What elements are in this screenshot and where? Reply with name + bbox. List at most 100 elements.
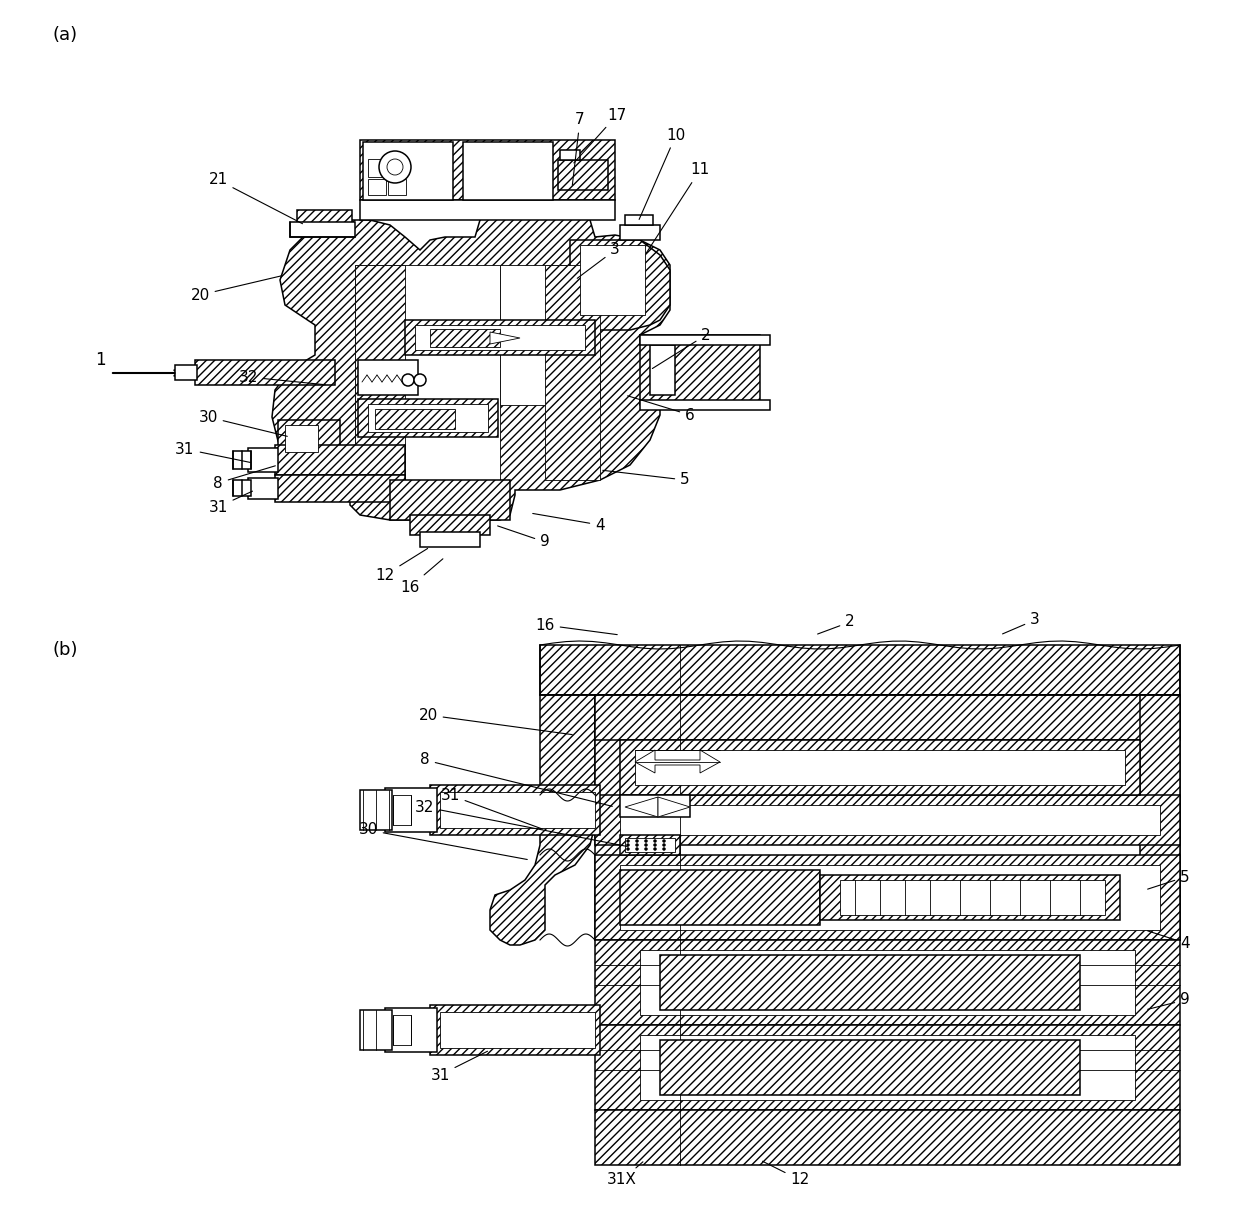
Text: 31: 31	[440, 788, 542, 829]
Bar	[839, 880, 1105, 915]
Bar	[660, 1040, 1080, 1095]
Bar	[275, 445, 405, 475]
Bar	[368, 179, 386, 195]
Bar	[248, 448, 278, 472]
Text: 11: 11	[646, 163, 709, 252]
Circle shape	[379, 151, 410, 183]
Circle shape	[645, 839, 647, 843]
Polygon shape	[285, 425, 317, 452]
Text: 16: 16	[401, 559, 443, 594]
Bar	[290, 222, 355, 236]
Text: 31: 31	[175, 441, 250, 463]
Circle shape	[626, 848, 630, 850]
Circle shape	[653, 839, 656, 843]
Text: 1: 1	[94, 352, 105, 369]
Text: 3: 3	[1003, 612, 1040, 633]
Bar	[275, 475, 405, 502]
Bar	[360, 200, 615, 220]
Text: 6: 6	[627, 396, 694, 423]
Bar	[391, 480, 510, 519]
Text: 21: 21	[208, 173, 303, 224]
Circle shape	[653, 848, 656, 850]
Bar	[355, 265, 405, 480]
Bar	[195, 360, 335, 385]
Bar	[595, 795, 1180, 845]
Bar	[415, 325, 585, 350]
Bar	[560, 149, 580, 160]
Bar	[595, 1110, 1180, 1165]
Bar	[820, 875, 1120, 920]
Bar	[388, 179, 405, 195]
Circle shape	[387, 159, 403, 175]
Bar	[440, 793, 595, 828]
Bar	[360, 790, 392, 831]
Bar	[620, 870, 820, 925]
Text: 31X: 31X	[608, 1161, 642, 1187]
Text: 8: 8	[213, 466, 275, 490]
Text: 8: 8	[420, 752, 613, 806]
Text: 5: 5	[1148, 870, 1190, 889]
Bar	[595, 855, 1180, 940]
Bar	[595, 940, 1180, 1025]
Polygon shape	[490, 332, 520, 344]
Bar	[420, 532, 480, 548]
Bar	[620, 225, 660, 240]
Bar	[248, 478, 278, 499]
Bar	[1140, 695, 1180, 940]
Text: 2: 2	[817, 615, 854, 635]
Circle shape	[635, 848, 639, 850]
Polygon shape	[500, 265, 600, 405]
Bar	[625, 838, 675, 853]
Bar	[393, 1016, 410, 1045]
Bar	[363, 142, 453, 200]
Bar	[384, 788, 436, 832]
Bar	[620, 795, 689, 817]
Polygon shape	[490, 695, 595, 944]
Circle shape	[402, 374, 414, 386]
Text: 9: 9	[1148, 992, 1190, 1009]
Bar	[640, 401, 770, 410]
Polygon shape	[272, 209, 670, 519]
Text: 32: 32	[415, 800, 627, 846]
Text: (a): (a)	[52, 26, 77, 44]
Bar	[620, 835, 680, 855]
Circle shape	[635, 839, 639, 843]
Bar	[595, 695, 1180, 740]
Bar	[298, 209, 352, 225]
Bar	[384, 1008, 436, 1052]
Text: 12: 12	[763, 1161, 810, 1187]
Circle shape	[645, 844, 647, 846]
Text: 30: 30	[198, 409, 288, 436]
Text: 4: 4	[533, 513, 605, 533]
Text: 7: 7	[573, 113, 585, 185]
Text: 16: 16	[536, 617, 618, 635]
Bar	[650, 345, 675, 394]
Text: 31: 31	[430, 1051, 487, 1083]
Bar	[374, 409, 455, 429]
Bar	[360, 1009, 392, 1050]
Bar	[175, 365, 197, 380]
Bar	[430, 1004, 600, 1055]
Circle shape	[626, 844, 630, 846]
Bar	[368, 159, 386, 176]
Text: 31: 31	[208, 491, 253, 514]
Bar	[539, 646, 1180, 695]
Circle shape	[662, 848, 666, 850]
Bar	[620, 865, 1159, 930]
Bar	[233, 480, 250, 496]
Bar	[233, 451, 250, 469]
Text: 20: 20	[191, 276, 283, 303]
Bar	[640, 334, 760, 405]
Text: 10: 10	[639, 127, 686, 219]
Text: 12: 12	[376, 549, 428, 583]
Polygon shape	[658, 797, 689, 817]
Bar	[368, 404, 489, 432]
Circle shape	[626, 839, 630, 843]
Bar	[640, 951, 1135, 1016]
Bar	[660, 956, 1080, 1009]
Bar	[546, 265, 600, 480]
Polygon shape	[570, 240, 670, 330]
Bar	[620, 805, 1159, 835]
Bar	[388, 159, 405, 176]
Circle shape	[414, 374, 427, 386]
